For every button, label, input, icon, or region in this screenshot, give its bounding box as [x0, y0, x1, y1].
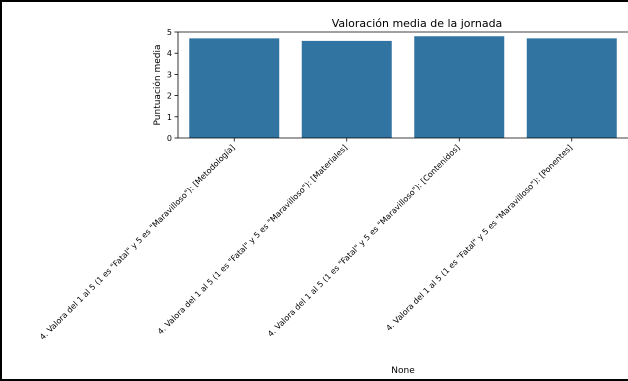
- bar-0: [189, 38, 280, 138]
- y-tick-label-2: 2: [167, 92, 172, 101]
- y-tick-label-5: 5: [167, 28, 172, 37]
- chart-title: Valoración media de la jornada: [332, 17, 503, 30]
- x-tick-label-1: 4. Valora del 1 al 5 (1 es "Fatal" y 5 e…: [156, 143, 349, 336]
- bar-2: [414, 36, 505, 138]
- y-tick-label-3: 3: [167, 70, 172, 79]
- bar-3: [526, 38, 617, 138]
- y-tick-label-1: 1: [167, 113, 172, 122]
- x-tick-label-2: 4. Valora del 1 al 5 (1 es "Fatal" y 5 e…: [266, 143, 462, 339]
- y-tick-label-0: 0: [167, 134, 172, 143]
- x-tick-label-3: 4. Valora del 1 al 5 (1 es "Fatal" y 5 e…: [384, 143, 574, 333]
- y-tick-label-4: 4: [167, 49, 172, 58]
- plot-area: 0 1 2 3 4 5 4. Valora del 1 al 5 (1 es "Fatal"…: [38, 28, 628, 342]
- bar-1: [301, 40, 392, 138]
- x-axis-label: None: [391, 366, 415, 376]
- x-tick-label-0: 4. Valora del 1 al 5 (1 es "Fatal" y 5 e…: [38, 143, 237, 342]
- y-axis-label: Puntuación media: [152, 45, 163, 126]
